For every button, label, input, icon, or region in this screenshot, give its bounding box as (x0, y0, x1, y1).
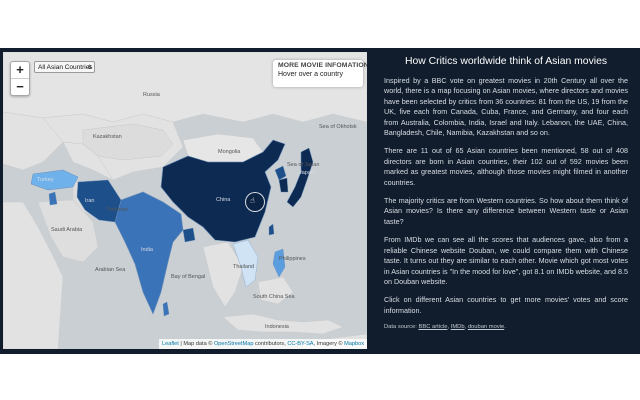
separator: , (464, 324, 468, 331)
country-china (160, 139, 286, 243)
label-china: China (216, 197, 231, 203)
license-link[interactable]: CC-BY-SA (287, 341, 314, 347)
zoom-out-button[interactable]: − (11, 78, 29, 95)
country-philippines (272, 248, 286, 278)
label-mongolia: Mongolia (218, 149, 241, 155)
select-arrows-icon: ⇕ (86, 65, 92, 71)
attribution-text: contributors, (253, 341, 288, 347)
label-pakistan: Pakistan (107, 207, 129, 213)
country-india (114, 191, 184, 315)
osm-link[interactable]: OpenStreetMap (213, 341, 254, 347)
app-frame: Mongolia Sea of Okhotsk Kazakhstan Russi… (0, 48, 640, 354)
imdb-link[interactable]: IMDb (450, 324, 465, 331)
hand-cursor-icon: ☝ (250, 196, 255, 205)
land-africa (3, 201, 64, 349)
douban-link[interactable]: douban movie (467, 324, 505, 331)
country-japan (286, 147, 314, 208)
description-panel: How Critics worldwide think of Asian mov… (384, 54, 628, 330)
info-box-title: MORE MOVIE INFOMATION (278, 62, 367, 69)
land-borneo (257, 276, 294, 305)
map-canvas[interactable] (3, 52, 367, 349)
country-bangladesh (182, 227, 196, 243)
data-source-label: Data source: (384, 324, 419, 331)
paragraph-intro: Inspired by a BBC vote on greatest movie… (384, 76, 628, 138)
paragraph-stats: There are 11 out of 65 Asian countries b… (384, 146, 628, 187)
label-thailand: Thailand (233, 264, 255, 270)
country-turkey (30, 169, 79, 191)
label-arabian-sea: Arabian Sea (95, 267, 126, 273)
country-thailand-vietnam (232, 239, 259, 288)
label-saudi-arabia: Saudi Arabia (51, 227, 83, 233)
zoom-in-button[interactable]: + (16, 62, 24, 77)
country-south-korea (278, 177, 289, 193)
paragraph-scores: From IMDb we can see all the scores that… (384, 235, 628, 286)
country-iran (76, 179, 122, 223)
paragraph-question: The majority critics are from Western co… (384, 196, 628, 226)
country-north-korea (274, 165, 287, 181)
label-iran: Iran (85, 198, 95, 204)
leaflet-link[interactable]: Leaflet (162, 341, 179, 347)
country-filter-value: All Asian Countries (38, 64, 93, 71)
country-sri-lanka (162, 301, 170, 317)
label-indonesia: Indonesia (265, 324, 289, 330)
label-russia: Russia (143, 92, 160, 98)
country-lebanon-israel (48, 191, 58, 206)
asia-map[interactable]: Mongolia Sea of Okhotsk Kazakhstan Russi… (3, 52, 367, 349)
label-turkey: Turkey (37, 177, 54, 183)
zoom-control: + − (10, 61, 30, 96)
separator: . (504, 324, 506, 331)
separator: , (447, 324, 451, 331)
page-title: How Critics worldwide think of Asian mov… (404, 56, 608, 67)
label-philippines: Philippines (279, 256, 306, 262)
cursor-ring (245, 192, 265, 212)
label-japan: Japan (299, 170, 314, 176)
country-taiwan (268, 223, 275, 236)
bbc-article-link[interactable]: BBC article (418, 324, 448, 331)
label-sea-of-okhotsk: Sea of Okhotsk (319, 124, 357, 130)
label-bay-of-bengal: Bay of Bengal (171, 274, 206, 280)
attribution-text: , Imagery © (313, 341, 345, 347)
label-kazakhstan: Kazakhstan (93, 134, 122, 140)
land-southeast-asia (202, 241, 244, 308)
label-sea-of-japan: Sea of Japan (287, 162, 320, 168)
map-attribution: Leaflet | Map data © OpenStreetMap contr… (159, 339, 367, 349)
attribution-text: | Map data © (178, 341, 214, 347)
movie-info-box: MORE MOVIE INFOMATION Hover over a count… (273, 60, 367, 87)
paragraph-instructions: Click on different Asian countries to ge… (384, 295, 628, 315)
label-india: India (141, 247, 153, 253)
data-source: Data source: BBC article, IMDb, douban m… (384, 324, 628, 330)
mapbox-link[interactable]: Mapbox (344, 341, 364, 347)
label-south-china-sea: South China Sea (253, 294, 295, 300)
info-box-hint: Hover over a country (278, 71, 343, 78)
country-filter-select[interactable]: All Asian Countries ⇕ (34, 61, 95, 73)
land-indonesia (222, 313, 344, 335)
